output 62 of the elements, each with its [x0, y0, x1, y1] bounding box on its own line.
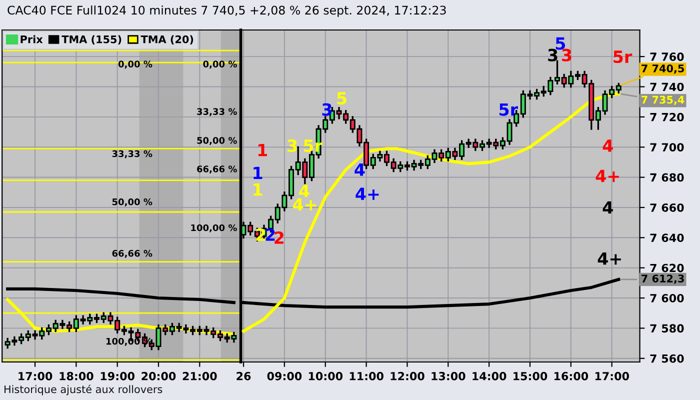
legend-label: TMA (155) — [62, 35, 122, 44]
annotation: 50,00 % — [197, 137, 237, 145]
x-tick-label: 21:00 — [182, 372, 217, 380]
annotation: 50,00 % — [112, 198, 152, 206]
annotation: 4+ — [293, 198, 316, 211]
annotation: 33,33 % — [112, 150, 152, 158]
x-tick-label: 19:00 — [100, 372, 134, 380]
annotation: 4 — [602, 201, 613, 214]
x-tick-label: 13:00 — [432, 372, 466, 380]
x-tick-label: 16:00 — [554, 372, 588, 380]
x-tick-label: 09:00 — [267, 372, 302, 380]
annotation: 3 — [562, 48, 572, 62]
annotation: 1 — [258, 144, 267, 156]
annotation: 66,66 % — [197, 166, 237, 174]
x-tick-label: 17:00 — [595, 372, 629, 380]
annotation: 4+ — [596, 170, 619, 182]
annotation: 1 — [254, 166, 262, 180]
y-tick-label: 7 680 — [650, 173, 684, 182]
y-tick-label: 7 760 — [650, 52, 684, 61]
annotation: 2 — [266, 228, 275, 241]
x-tick-label: 20:00 — [142, 372, 176, 380]
annotation: 4+ — [356, 188, 379, 200]
annotation: 4 — [602, 140, 613, 152]
y-tick-label: 7 640 — [650, 234, 684, 242]
annotation: 4 — [354, 164, 365, 176]
annotation: 5r — [614, 50, 632, 64]
annotation: 7 612,3 — [642, 274, 684, 284]
annotation: 3 — [548, 48, 558, 62]
legend-label: Prix — [20, 35, 43, 44]
annotation: 4+ — [598, 252, 621, 265]
annotation: 1 — [254, 183, 262, 196]
annotation: 7 735,4 — [642, 96, 684, 105]
x-tick-label: 14:00 — [472, 372, 506, 380]
y-tick-label: 7 700 — [650, 143, 684, 152]
annotation: 5r — [500, 103, 518, 116]
x-tick-label: 26 — [236, 372, 251, 380]
annotation: 7 740,5 — [642, 64, 684, 74]
x-tick-label: 12:00 — [390, 372, 424, 380]
annotation: 4 — [299, 184, 310, 197]
annotation: 3 — [288, 139, 297, 152]
x-tick-label: 17:00 — [18, 372, 52, 380]
legend-label: TMA (20) — [140, 35, 194, 44]
y-tick-label: 7 720 — [650, 112, 684, 122]
annotation: 66,66 % — [112, 250, 152, 258]
y-tick-label: 7 560 — [650, 354, 684, 363]
annotation: 100,00 % — [191, 224, 237, 232]
annotation: 3 — [322, 103, 332, 116]
x-tick-label: 10:00 — [308, 372, 343, 380]
x-tick-label: 18:00 — [60, 372, 94, 380]
y-tick-label: 7 600 — [650, 294, 684, 302]
y-tick-label: 7 740 — [650, 82, 684, 92]
y-tick-label: 7 620 — [650, 264, 684, 272]
text: Historique ajusté aux rollovers — [4, 384, 162, 396]
chart-title: CAC40 FCE Full1024 10 minutes 7 740,5 +2,08 % 26 sept. 2024, 17:12:23 — [8, 5, 446, 17]
y-tick-label: 7 580 — [650, 324, 684, 333]
x-tick-label: 15:00 — [514, 372, 548, 380]
annotation: 2 — [274, 231, 284, 244]
x-tick-label: 11:00 — [350, 372, 384, 380]
annotation: 5 — [337, 92, 346, 105]
annotation: 33,33 % — [197, 108, 237, 116]
y-tick-label: 7 660 — [650, 203, 684, 212]
annotation: 5 — [556, 37, 566, 50]
